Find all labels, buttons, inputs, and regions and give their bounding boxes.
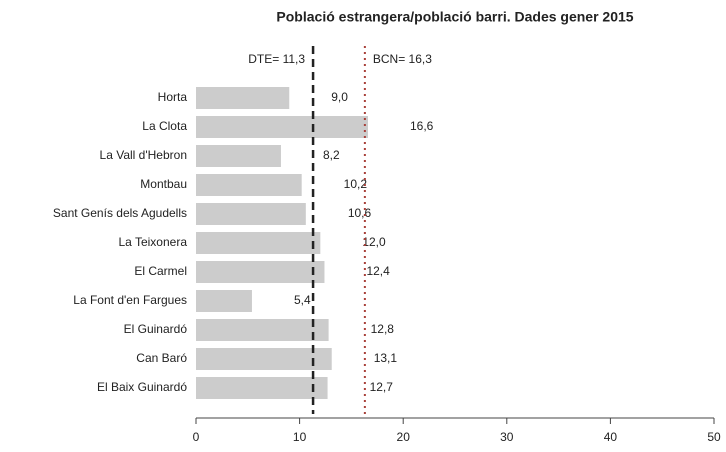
x-tick-label: 0 [193, 430, 200, 444]
category-label: El Baix Guinardó [97, 380, 187, 394]
value-label: 12,4 [366, 264, 390, 278]
x-tick-label: 20 [397, 430, 411, 444]
reference-label: DTE= 11,3 [248, 52, 305, 66]
bar [196, 203, 306, 225]
bar [196, 116, 368, 138]
value-label: 8,2 [323, 148, 340, 162]
bar [196, 145, 281, 167]
category-label: El Carmel [134, 264, 187, 278]
value-label: 12,0 [362, 235, 386, 249]
value-label: 5,4 [294, 293, 311, 307]
category-label: La Clota [142, 119, 187, 133]
reference-label: BCN= 16,3 [373, 52, 432, 66]
value-label: 16,6 [410, 119, 434, 133]
category-label: Montbau [140, 177, 187, 191]
value-label: 9,0 [331, 90, 348, 104]
value-label: 12,7 [370, 380, 394, 394]
x-tick-label: 40 [604, 430, 618, 444]
category-label: Horta [158, 90, 188, 104]
bar [196, 319, 329, 341]
bar [196, 348, 332, 370]
bar [196, 174, 302, 196]
category-label: La Font d'en Fargues [73, 293, 187, 307]
bar [196, 261, 325, 283]
value-label: 10,2 [344, 177, 368, 191]
category-label: La Vall d'Hebron [100, 148, 187, 162]
bar [196, 377, 328, 399]
category-label: Sant Genís dels Agudells [53, 206, 187, 220]
value-label: 12,8 [371, 322, 395, 336]
chart-title: Població estrangera/població barri. Dade… [276, 9, 633, 25]
x-tick-label: 50 [707, 430, 721, 444]
category-label: El Guinardó [124, 322, 188, 336]
bar [196, 232, 321, 254]
bar [196, 87, 290, 109]
bar [196, 290, 252, 312]
x-tick-label: 10 [293, 430, 307, 444]
x-tick-label: 30 [500, 430, 514, 444]
value-label: 13,1 [374, 351, 398, 365]
category-label: La Teixonera [119, 235, 188, 249]
value-label: 10,6 [348, 206, 372, 220]
category-label: Can Baró [136, 351, 187, 365]
